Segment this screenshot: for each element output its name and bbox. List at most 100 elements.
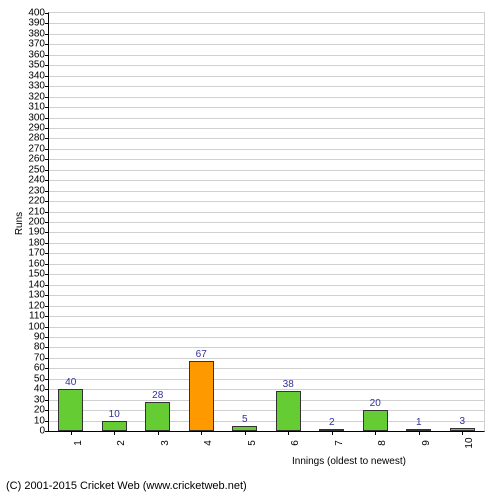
bar-value-label: 10 <box>109 409 120 422</box>
bar: 38 <box>276 391 301 431</box>
gridline <box>49 149 484 150</box>
y-tick-label: 130 <box>28 290 49 301</box>
bar-value-label: 5 <box>242 414 248 427</box>
y-tick-label: 220 <box>28 196 49 207</box>
gridline <box>49 264 484 265</box>
y-tick-label: 380 <box>28 28 49 39</box>
gridline <box>49 368 484 369</box>
bar-value-label: 40 <box>65 377 76 390</box>
x-tick <box>332 431 333 435</box>
gridline <box>49 327 484 328</box>
y-tick-label: 260 <box>28 154 49 165</box>
gridline <box>49 86 484 87</box>
gridline <box>49 389 484 390</box>
x-tick-label: 6 <box>288 440 301 446</box>
x-tick <box>375 431 376 435</box>
gridline <box>49 316 484 317</box>
gridline <box>49 170 484 171</box>
gridline <box>49 306 484 307</box>
gridline <box>49 285 484 286</box>
gridline <box>49 232 484 233</box>
y-tick-label: 50 <box>34 373 49 384</box>
y-tick-label: 180 <box>28 237 49 248</box>
bar-value-label: 3 <box>459 416 465 429</box>
gridline <box>49 358 484 359</box>
y-tick-label: 290 <box>28 122 49 133</box>
plot-area: 0102030405060708090100110120130140150160… <box>48 12 485 432</box>
gridline <box>49 191 484 192</box>
gridline <box>49 243 484 244</box>
gridline <box>49 118 484 119</box>
gridline <box>49 34 484 35</box>
copyright-text: (C) 2001-2015 Cricket Web (www.cricketwe… <box>6 480 247 492</box>
x-tick <box>245 431 246 435</box>
y-tick-label: 400 <box>28 8 49 19</box>
y-tick-label: 270 <box>28 143 49 154</box>
gridline <box>49 97 484 98</box>
y-axis-label: Runs <box>14 212 25 235</box>
x-tick <box>288 431 289 435</box>
gridline <box>49 76 484 77</box>
x-tick-label: 4 <box>201 440 214 446</box>
y-tick-label: 170 <box>28 248 49 259</box>
y-tick-label: 370 <box>28 39 49 50</box>
gridline <box>49 253 484 254</box>
y-tick-label: 300 <box>28 112 49 123</box>
y-tick-label: 80 <box>34 342 49 353</box>
gridline <box>49 180 484 181</box>
y-tick-label: 330 <box>28 81 49 92</box>
gridline <box>49 212 484 213</box>
y-tick-label: 310 <box>28 102 49 113</box>
y-tick-label: 30 <box>34 394 49 405</box>
x-tick <box>114 431 115 435</box>
bar: 40 <box>58 389 83 431</box>
x-tick-label: 1 <box>71 440 84 446</box>
y-tick-label: 90 <box>34 331 49 342</box>
y-tick-label: 70 <box>34 352 49 363</box>
gridline <box>49 159 484 160</box>
gridline <box>49 138 484 139</box>
y-tick-label: 360 <box>28 49 49 60</box>
x-tick <box>419 431 420 435</box>
bar-value-label: 67 <box>196 349 207 362</box>
y-tick-label: 280 <box>28 133 49 144</box>
gridline <box>49 400 484 401</box>
x-tick <box>71 431 72 435</box>
gridline <box>49 347 484 348</box>
gridline <box>49 23 484 24</box>
bar: 10 <box>102 421 127 431</box>
x-tick <box>462 431 463 435</box>
gridline <box>49 222 484 223</box>
y-tick-label: 0 <box>39 426 49 437</box>
y-tick-label: 240 <box>28 175 49 186</box>
y-tick-label: 390 <box>28 18 49 29</box>
x-tick <box>158 431 159 435</box>
y-tick-label: 40 <box>34 384 49 395</box>
y-tick-label: 60 <box>34 363 49 374</box>
gridline <box>49 201 484 202</box>
gridline <box>49 337 484 338</box>
y-tick-label: 340 <box>28 70 49 81</box>
gridline <box>49 55 484 56</box>
y-tick-label: 190 <box>28 227 49 238</box>
bar-value-label: 28 <box>152 390 163 403</box>
y-tick-label: 110 <box>29 311 49 322</box>
x-tick-label: 7 <box>332 440 345 446</box>
y-tick-label: 320 <box>28 91 49 102</box>
x-tick-label: 5 <box>245 440 258 446</box>
bar-value-label: 38 <box>283 379 294 392</box>
y-tick-label: 210 <box>28 206 49 217</box>
gridline <box>49 274 484 275</box>
y-tick-label: 200 <box>28 217 49 228</box>
x-tick-label: 8 <box>375 440 388 446</box>
y-tick-label: 20 <box>34 405 49 416</box>
x-tick <box>201 431 202 435</box>
gridline <box>49 65 484 66</box>
chart-container: 0102030405060708090100110120130140150160… <box>0 0 500 500</box>
bar: 67 <box>189 361 214 431</box>
gridline <box>49 44 484 45</box>
y-tick-label: 160 <box>28 258 49 269</box>
x-tick-label: 9 <box>419 440 432 446</box>
y-tick-label: 250 <box>28 164 49 175</box>
x-tick-label: 2 <box>114 440 127 446</box>
